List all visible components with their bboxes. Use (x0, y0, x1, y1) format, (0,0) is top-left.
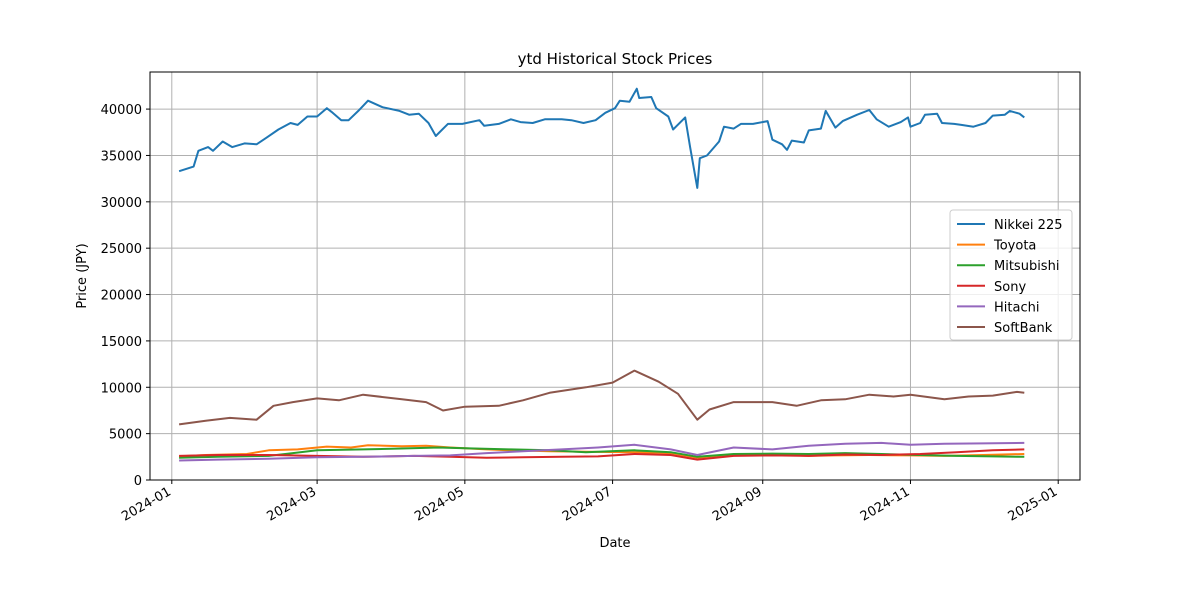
legend: Nikkei 225 Toyota Mitsubishi Sony Hitachi Sof… (949, 209, 1073, 341)
x-tick-label: 2024-03 (265, 484, 320, 524)
y-tick-label: 0 (134, 474, 142, 489)
chart-title: ytd Historical Stock Prices (518, 50, 713, 68)
legend-label: Sony (994, 280, 1026, 295)
y-tick-label: 25000 (101, 242, 142, 257)
legend-label: Mitsubishi (994, 259, 1059, 274)
y-tick-label: 5000 (109, 428, 142, 443)
y-tick-label: 15000 (101, 335, 142, 350)
axis-ticks: 0 5000 10000 15000 20000 25000 30000 35000 40000… (101, 103, 1061, 525)
y-tick-label: 35000 (101, 149, 142, 164)
plot-frame (149, 71, 1081, 481)
x-tick-label: 2024-11 (858, 484, 913, 524)
legend-label: SoftBank (994, 321, 1053, 336)
grid-lines (150, 72, 1080, 481)
x-axis-label: Date (599, 536, 630, 551)
series-line-softbank (178, 369, 1025, 426)
y-axis-label: Price (JPY) (75, 243, 90, 308)
x-tick-label: 2024-01 (119, 484, 174, 524)
legend-label: Hitachi (994, 300, 1039, 315)
legend-box (949, 209, 1073, 341)
legend-label: Toyota (993, 239, 1036, 254)
x-tick-label: 2024-09 (710, 484, 765, 524)
series-line-hitachi (179, 441, 1025, 462)
y-tick-label: 20000 (101, 289, 142, 304)
legend-label: Nikkei 225 (994, 218, 1063, 233)
y-tick-label: 40000 (101, 103, 142, 118)
x-tick-label: 2024-07 (560, 484, 615, 524)
x-tick-label: 2024-05 (412, 484, 467, 524)
series-line-nikkei-225 (178, 87, 1025, 189)
y-tick-label: 30000 (101, 196, 142, 211)
y-tick-label: 10000 (101, 381, 142, 396)
x-tick-label: 2025-01 (1006, 484, 1061, 524)
series-lines (178, 87, 1025, 462)
